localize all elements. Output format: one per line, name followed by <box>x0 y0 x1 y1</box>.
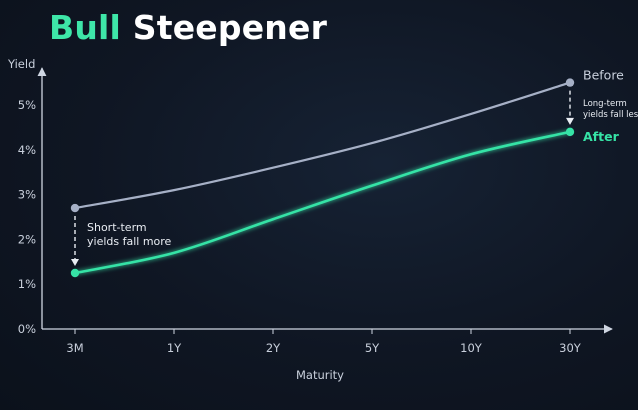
series-label-before: Before <box>583 68 624 83</box>
marker-before-start <box>70 203 80 213</box>
annotation-long-line1: Long-term <box>583 99 627 109</box>
y-axis-label: Yield <box>7 57 35 71</box>
shift-arrow-short-head <box>71 259 79 266</box>
series-line-before <box>74 81 571 210</box>
y-tick-label: 5% <box>18 98 36 112</box>
x-tick-label: 1Y <box>167 341 182 355</box>
chart-title: Bull Steepener <box>49 8 327 47</box>
x-tick-label: 2Y <box>266 341 281 355</box>
annotation-short-line1: Short-term <box>87 221 147 234</box>
shift-arrows <box>71 90 574 266</box>
markers <box>70 78 575 278</box>
x-tick-label: 5Y <box>365 341 380 355</box>
x-axis-label: Maturity <box>296 368 344 382</box>
shift-arrow-long-head <box>566 117 574 125</box>
y-tick-label: 4% <box>18 143 36 157</box>
annotation-long: Long-term yields fall less <box>583 99 638 120</box>
annotation-short: Short-term yields fall more <box>87 221 172 248</box>
title-rest: Steepener <box>132 8 328 47</box>
marker-after-end <box>565 127 575 137</box>
marker-before-end <box>565 78 575 87</box>
annotation-long-line2: yields fall less <box>583 110 638 120</box>
y-tick-label: 0% <box>18 322 36 336</box>
marker-after-start <box>70 268 80 278</box>
x-tick-label: 10Y <box>460 341 483 355</box>
y-tick-label: 1% <box>18 277 36 291</box>
title-accent: Bull <box>49 8 122 47</box>
annotation-short-line2: yields fall more <box>87 235 172 248</box>
series-line-after <box>74 130 571 275</box>
y-tick-label: 3% <box>18 188 36 202</box>
y-ticks: 0% 1% 2% 3% 4% 5% <box>18 98 36 336</box>
y-tick-label: 2% <box>18 232 36 246</box>
series-label-after: After <box>583 129 620 144</box>
x-ticks: 3M 1Y 2Y 5Y 10Y 30Y <box>66 329 582 355</box>
x-tick-label: 3M <box>66 341 83 355</box>
x-tick-label: 30Y <box>559 341 582 355</box>
